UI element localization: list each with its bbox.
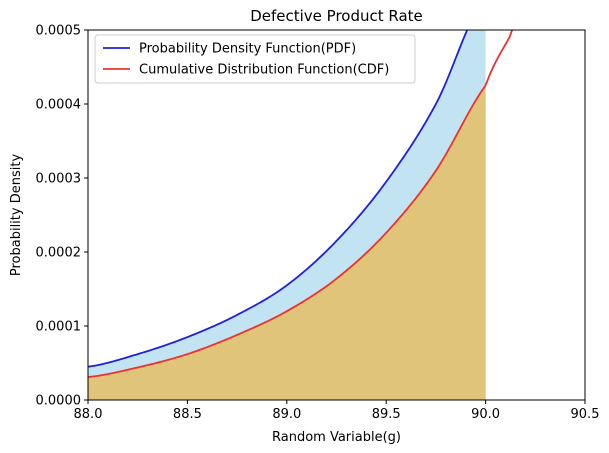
- y-tick-label: 0.0005: [36, 24, 82, 39]
- x-axis: 88.0 88.5 89.0 89.5 90.0 90.5: [74, 400, 600, 422]
- x-tick-label: 90.0: [471, 407, 500, 422]
- y-axis: 0.0000 0.0001 0.0002 0.0003 0.0004 0.0005: [36, 24, 88, 409]
- pdf-line: [88, 30, 469, 368]
- x-tick-label: 88.5: [173, 407, 202, 422]
- legend-pdf-label: Probability Density Function(PDF): [139, 42, 356, 57]
- legend-cdf-label: Cumulative Distribution Function(CDF): [139, 63, 389, 78]
- y-axis-label: Probability Density: [9, 154, 24, 277]
- chart-title: Defective Product Rate: [250, 7, 423, 25]
- y-tick-label: 0.0000: [36, 394, 82, 409]
- legend-box: [94, 34, 416, 84]
- y-tick-label: 0.0003: [36, 172, 82, 187]
- x-axis-label: Random Variable(g): [272, 430, 401, 445]
- plot-area: [88, 30, 514, 400]
- x-tick-label: 88.0: [74, 407, 103, 422]
- cdf-area-fill: [88, 85, 486, 400]
- cdf-line: [88, 30, 514, 378]
- y-tick-label: 0.0002: [36, 246, 82, 261]
- x-tick-label: 89.5: [372, 407, 401, 422]
- x-tick-label: 90.5: [571, 407, 600, 422]
- y-tick-label: 0.0004: [36, 98, 82, 113]
- x-tick-label: 89.0: [272, 407, 301, 422]
- plot-frame: [87, 29, 586, 401]
- y-tick-label: 0.0001: [36, 320, 82, 335]
- legend: Probability Density Function(PDF) Cumula…: [94, 34, 416, 84]
